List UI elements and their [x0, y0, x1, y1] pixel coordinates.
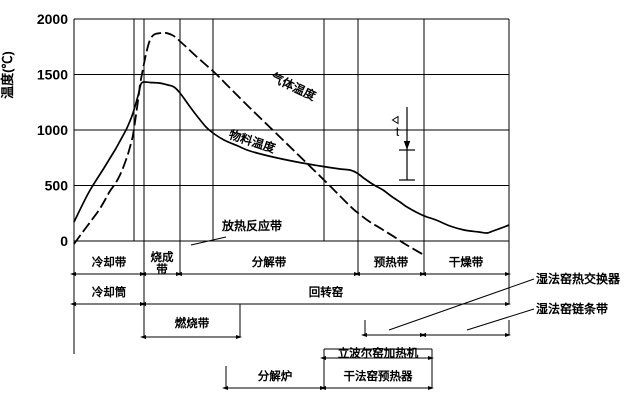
svg-text:0: 0	[60, 233, 68, 249]
svg-text:冷却带: 冷却带	[92, 255, 127, 269]
svg-text:燃烧带: 燃烧带	[174, 316, 210, 330]
svg-text:带: 带	[156, 262, 168, 276]
svg-text:湿法窑热交换器: 湿法窑热交换器	[536, 271, 621, 286]
svg-text:预热带: 预热带	[374, 255, 409, 269]
svg-text:湿法窑链条带: 湿法窑链条带	[536, 301, 608, 316]
svg-text:1000: 1000	[37, 122, 68, 138]
svg-text:回转窑: 回转窑	[309, 285, 344, 299]
svg-text:1500: 1500	[37, 67, 68, 83]
svg-text:2000: 2000	[37, 11, 68, 27]
svg-text:分解炉: 分解炉	[258, 369, 293, 383]
svg-text:干法窑预热器: 干法窑预热器	[344, 369, 413, 383]
svg-text:分解带: 分解带	[252, 255, 287, 269]
svg-text:放热反应带: 放热反应带	[221, 218, 282, 233]
svg-text:冷却筒: 冷却筒	[92, 285, 127, 299]
svg-text:干燥带: 干燥带	[449, 255, 484, 269]
svg-text:500: 500	[45, 178, 69, 194]
svg-text:立波尔窑加热机: 立波尔窑加热机	[338, 346, 419, 360]
svg-text:温度(℃): 温度(℃)	[0, 51, 15, 99]
svg-text:烧成: 烧成	[151, 250, 174, 264]
